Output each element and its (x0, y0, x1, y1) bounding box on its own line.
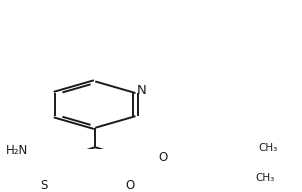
Text: O: O (159, 151, 168, 164)
Text: S: S (40, 179, 48, 192)
Text: O: O (125, 179, 134, 192)
Text: N: N (137, 84, 147, 97)
Text: H₂N: H₂N (5, 144, 28, 157)
Text: CH₃: CH₃ (259, 143, 278, 153)
Text: CH₃: CH₃ (255, 173, 275, 183)
